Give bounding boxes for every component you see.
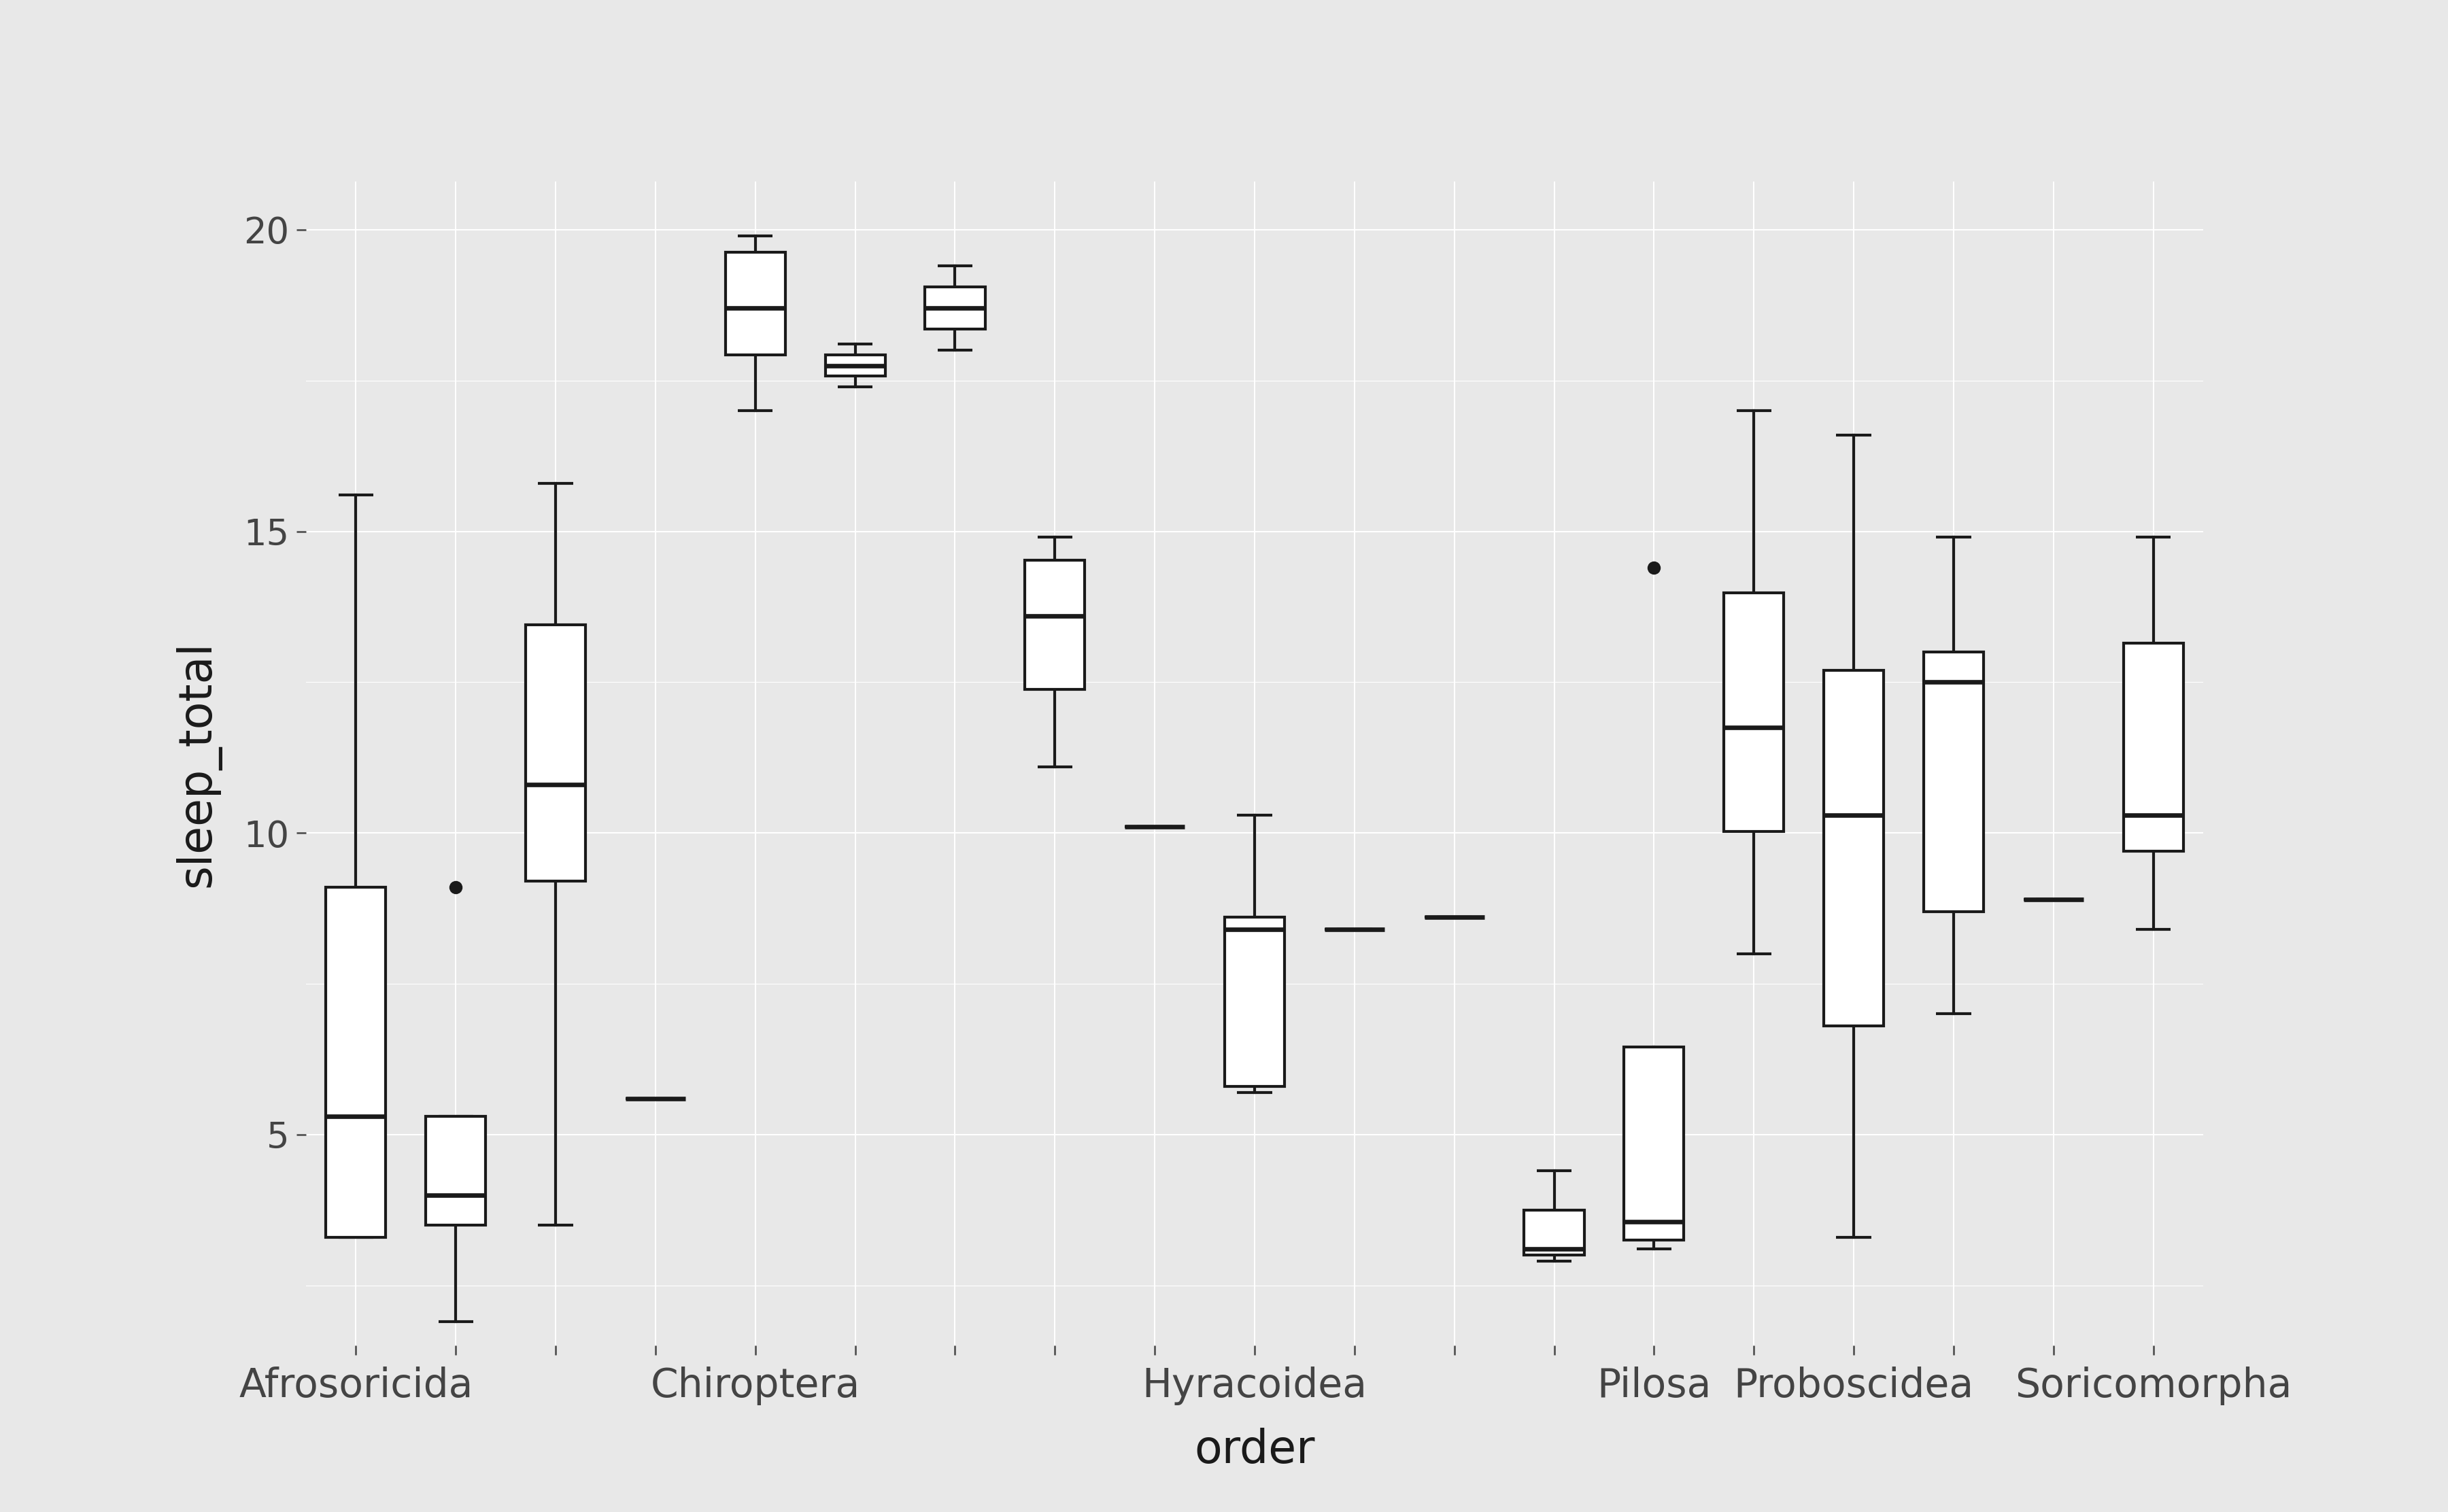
Bar	[2122, 643, 2184, 851]
Bar	[526, 624, 585, 881]
Bar	[1623, 1048, 1684, 1240]
Bar	[1723, 593, 1785, 832]
Bar	[1824, 670, 1883, 1027]
Bar	[725, 253, 786, 355]
Bar	[1224, 918, 1285, 1086]
Y-axis label: sleep_total: sleep_total	[174, 640, 220, 888]
Bar	[825, 355, 886, 376]
Bar	[1525, 1210, 1584, 1255]
Bar	[1924, 652, 1983, 912]
Bar	[1026, 559, 1084, 689]
Bar	[426, 1116, 485, 1225]
X-axis label: order: order	[1195, 1427, 1315, 1473]
Bar	[326, 888, 387, 1237]
Bar	[925, 287, 984, 330]
